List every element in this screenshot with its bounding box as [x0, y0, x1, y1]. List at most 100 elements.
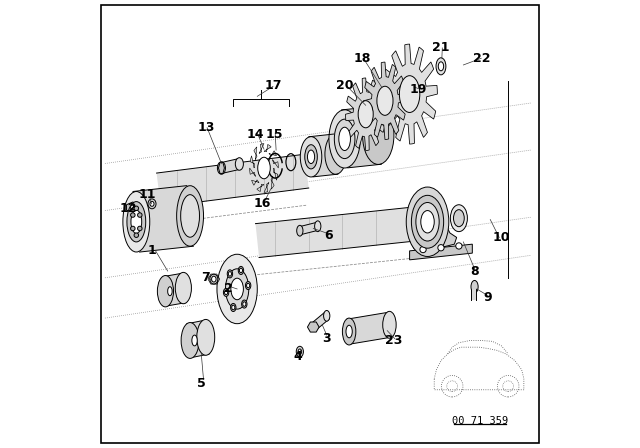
Ellipse shape	[175, 272, 191, 304]
Ellipse shape	[300, 137, 322, 177]
Ellipse shape	[232, 305, 235, 310]
Circle shape	[138, 213, 142, 217]
Text: 7: 7	[202, 271, 210, 284]
Ellipse shape	[329, 110, 360, 168]
Polygon shape	[269, 151, 276, 156]
Ellipse shape	[471, 280, 478, 293]
Ellipse shape	[377, 86, 393, 115]
Circle shape	[456, 243, 462, 249]
Polygon shape	[347, 312, 392, 344]
Ellipse shape	[223, 289, 228, 297]
Text: 8: 8	[470, 264, 479, 278]
Ellipse shape	[339, 127, 351, 151]
Ellipse shape	[225, 290, 228, 295]
Polygon shape	[254, 147, 257, 159]
Text: 13: 13	[197, 121, 214, 134]
Polygon shape	[470, 289, 476, 300]
Ellipse shape	[180, 194, 200, 237]
Ellipse shape	[298, 349, 301, 354]
Ellipse shape	[228, 271, 232, 276]
Polygon shape	[163, 273, 186, 306]
Polygon shape	[273, 168, 278, 180]
Ellipse shape	[362, 106, 394, 164]
Ellipse shape	[305, 145, 317, 169]
Polygon shape	[259, 144, 264, 154]
Ellipse shape	[236, 158, 243, 170]
Circle shape	[134, 233, 139, 237]
Circle shape	[134, 206, 139, 211]
Ellipse shape	[123, 192, 150, 252]
Text: 00 71 359: 00 71 359	[452, 416, 509, 426]
Text: 23: 23	[385, 334, 403, 347]
Polygon shape	[264, 144, 271, 152]
Text: 2: 2	[224, 282, 232, 296]
Polygon shape	[271, 177, 274, 189]
Polygon shape	[257, 184, 264, 192]
Ellipse shape	[157, 276, 173, 307]
Ellipse shape	[246, 283, 250, 288]
Ellipse shape	[297, 225, 303, 236]
Ellipse shape	[210, 274, 218, 284]
Circle shape	[138, 226, 142, 231]
Circle shape	[420, 246, 426, 253]
Polygon shape	[218, 163, 225, 173]
Text: 15: 15	[266, 128, 283, 141]
Polygon shape	[273, 159, 278, 168]
Circle shape	[131, 226, 135, 231]
Ellipse shape	[421, 211, 435, 233]
Ellipse shape	[192, 335, 197, 346]
Ellipse shape	[258, 157, 270, 179]
Ellipse shape	[231, 278, 243, 300]
Polygon shape	[299, 222, 319, 235]
Polygon shape	[410, 244, 472, 260]
Ellipse shape	[436, 58, 446, 75]
Text: 18: 18	[354, 52, 371, 65]
Text: 9: 9	[484, 291, 492, 305]
Ellipse shape	[346, 325, 352, 338]
Ellipse shape	[150, 202, 154, 206]
Polygon shape	[382, 44, 437, 144]
Ellipse shape	[239, 268, 243, 273]
Text: 11: 11	[139, 188, 156, 202]
Circle shape	[131, 213, 135, 217]
Text: 6: 6	[324, 228, 333, 242]
Polygon shape	[127, 202, 139, 213]
Ellipse shape	[243, 302, 246, 306]
Polygon shape	[220, 159, 241, 173]
Polygon shape	[250, 168, 255, 177]
Ellipse shape	[246, 281, 251, 289]
Ellipse shape	[334, 119, 355, 159]
Text: 19: 19	[410, 83, 428, 96]
Ellipse shape	[212, 276, 216, 282]
Ellipse shape	[242, 300, 247, 308]
Ellipse shape	[451, 205, 467, 232]
Ellipse shape	[225, 269, 249, 309]
Polygon shape	[309, 134, 338, 177]
Polygon shape	[264, 182, 269, 192]
Text: 12: 12	[120, 202, 137, 215]
Text: 17: 17	[264, 78, 282, 92]
Ellipse shape	[412, 195, 444, 248]
Polygon shape	[346, 78, 386, 151]
Polygon shape	[187, 321, 209, 357]
Ellipse shape	[197, 319, 215, 355]
Polygon shape	[307, 322, 319, 332]
Ellipse shape	[358, 101, 373, 128]
Ellipse shape	[296, 346, 303, 357]
Circle shape	[438, 245, 444, 251]
Ellipse shape	[131, 205, 135, 210]
Text: 16: 16	[253, 197, 271, 211]
Ellipse shape	[383, 311, 396, 338]
Ellipse shape	[325, 134, 346, 174]
Ellipse shape	[406, 187, 449, 256]
Text: 4: 4	[293, 349, 302, 363]
Ellipse shape	[127, 202, 146, 242]
Ellipse shape	[399, 76, 420, 112]
Polygon shape	[255, 206, 425, 258]
Ellipse shape	[177, 185, 204, 246]
Polygon shape	[250, 156, 255, 168]
Ellipse shape	[342, 318, 356, 345]
Polygon shape	[310, 313, 330, 330]
Text: 5: 5	[197, 376, 205, 390]
Polygon shape	[364, 62, 406, 139]
